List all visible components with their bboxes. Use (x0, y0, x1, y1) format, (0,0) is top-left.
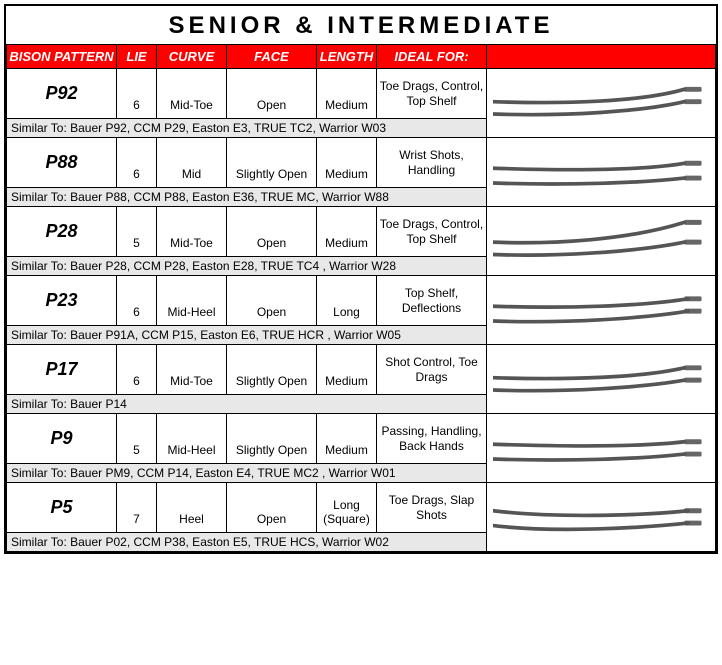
lie-cell: 6 (117, 345, 157, 395)
table-row: P57HeelOpenLong (Square)Toe Drags, Slap … (7, 483, 716, 533)
pattern-cell: P9 (7, 414, 117, 464)
col-image (487, 45, 716, 69)
length-cell: Medium (317, 414, 377, 464)
curve-cell: Mid-Toe (157, 207, 227, 257)
table-row: P285Mid-ToeOpenMediumToe Drags, Control,… (7, 207, 716, 257)
col-face: FACE (227, 45, 317, 69)
length-cell: Long (317, 276, 377, 326)
face-cell: Open (227, 483, 317, 533)
blade-image-cell (487, 138, 716, 207)
similar-cell: Similar To: Bauer P91A, CCM P15, Easton … (7, 326, 487, 345)
pattern-cell: P92 (7, 69, 117, 119)
length-cell: Medium (317, 207, 377, 257)
length-cell: Medium (317, 69, 377, 119)
blade-icon (493, 284, 709, 336)
ideal-cell: Toe Drags, Control, Top Shelf (377, 207, 487, 257)
blade-image-cell (487, 414, 716, 483)
blade-icon (493, 77, 709, 129)
lie-cell: 6 (117, 276, 157, 326)
blade-icon (493, 146, 709, 198)
table-row: P236Mid-HeelOpenLongTop Shelf, Deflectio… (7, 276, 716, 326)
table-row: P95Mid-HeelSlightly OpenMediumPassing, H… (7, 414, 716, 464)
similar-cell: Similar To: Bauer P02, CCM P38, Easton E… (7, 533, 487, 552)
blade-image-cell (487, 345, 716, 414)
lie-cell: 7 (117, 483, 157, 533)
lie-cell: 6 (117, 138, 157, 188)
pattern-cell: P88 (7, 138, 117, 188)
face-cell: Slightly Open (227, 414, 317, 464)
ideal-cell: Toe Drags, Control, Top Shelf (377, 69, 487, 119)
col-pattern: BISON PATTERN (7, 45, 117, 69)
similar-cell: Similar To: Bauer PM9, CCM P14, Easton E… (7, 464, 487, 483)
ideal-cell: Top Shelf, Deflections (377, 276, 487, 326)
pattern-cell: P23 (7, 276, 117, 326)
curve-cell: Mid (157, 138, 227, 188)
col-lie: LIE (117, 45, 157, 69)
blade-table: BISON PATTERN LIE CURVE FACE LENGTH IDEA… (6, 44, 716, 552)
table-row: P926Mid-ToeOpenMediumToe Drags, Control,… (7, 69, 716, 119)
col-ideal: IDEAL FOR: (377, 45, 487, 69)
lie-cell: 5 (117, 414, 157, 464)
lie-cell: 6 (117, 69, 157, 119)
similar-cell: Similar To: Bauer P92, CCM P29, Easton E… (7, 119, 487, 138)
curve-cell: Mid-Toe (157, 345, 227, 395)
chart-title: SENIOR & INTERMEDIATE (6, 6, 716, 44)
face-cell: Slightly Open (227, 345, 317, 395)
length-cell: Long (Square) (317, 483, 377, 533)
similar-cell: Similar To: Bauer P28, CCM P28, Easton E… (7, 257, 487, 276)
pattern-cell: P28 (7, 207, 117, 257)
ideal-cell: Shot Control, Toe Drags (377, 345, 487, 395)
table-row: P886MidSlightly OpenMediumWrist Shots, H… (7, 138, 716, 188)
ideal-cell: Toe Drags, Slap Shots (377, 483, 487, 533)
blade-chart: SENIOR & INTERMEDIATE BISON PATTERN LIE … (4, 4, 718, 554)
blade-image-cell (487, 69, 716, 138)
face-cell: Open (227, 207, 317, 257)
col-length: LENGTH (317, 45, 377, 69)
col-curve: CURVE (157, 45, 227, 69)
face-cell: Open (227, 69, 317, 119)
lie-cell: 5 (117, 207, 157, 257)
curve-cell: Mid-Heel (157, 414, 227, 464)
length-cell: Medium (317, 138, 377, 188)
blade-image-cell (487, 483, 716, 552)
table-header-row: BISON PATTERN LIE CURVE FACE LENGTH IDEA… (7, 45, 716, 69)
blade-icon (493, 422, 709, 474)
face-cell: Slightly Open (227, 138, 317, 188)
blade-image-cell (487, 207, 716, 276)
length-cell: Medium (317, 345, 377, 395)
blade-icon (493, 215, 709, 267)
pattern-cell: P5 (7, 483, 117, 533)
ideal-cell: Wrist Shots, Handling (377, 138, 487, 188)
pattern-cell: P17 (7, 345, 117, 395)
similar-cell: Similar To: Bauer P14 (7, 395, 487, 414)
table-row: P176Mid-ToeSlightly OpenMediumShot Contr… (7, 345, 716, 395)
face-cell: Open (227, 276, 317, 326)
curve-cell: Heel (157, 483, 227, 533)
blade-icon (493, 353, 709, 405)
curve-cell: Mid-Toe (157, 69, 227, 119)
similar-cell: Similar To: Bauer P88, CCM P88, Easton E… (7, 188, 487, 207)
curve-cell: Mid-Heel (157, 276, 227, 326)
ideal-cell: Passing, Handling, Back Hands (377, 414, 487, 464)
blade-icon (493, 491, 709, 543)
blade-image-cell (487, 276, 716, 345)
